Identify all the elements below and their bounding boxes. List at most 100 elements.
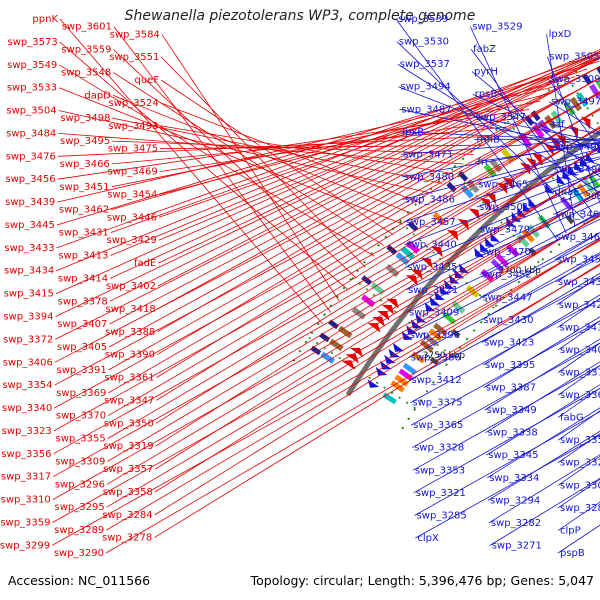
label-connector [486, 384, 600, 456]
gene-label-fabG: fabG [560, 413, 584, 424]
gene-label-swp_3435: swp_3435 [407, 262, 457, 273]
label-connector [547, 78, 600, 150]
gene-label-swp_3407: swp_3407 [57, 319, 107, 330]
gene-label-swp_3493: swp_3493 [108, 121, 158, 132]
forward-gene [381, 304, 395, 315]
label-connector [552, 173, 600, 193]
gene-label-swp_3282: swp_3282 [491, 518, 541, 529]
gene-label-swp_3475: swp_3475 [108, 144, 158, 155]
gene-label-swp_3601: swp_3601 [62, 22, 112, 33]
label-connector [411, 342, 600, 449]
gene-label-swp_3486: swp_3486 [405, 195, 455, 206]
gene-label-swp_3470: swp_3470 [481, 247, 531, 258]
reverse-gene [388, 348, 400, 358]
gene-label-swp_3304: swp_3304 [560, 480, 600, 491]
label-connector [398, 86, 600, 166]
cog-block [398, 368, 413, 381]
gene-label-swp_3539: swp_3539 [398, 14, 448, 25]
cog-block [576, 92, 589, 107]
reverse-gene [490, 232, 500, 242]
gene-label-pyrH: pyrH [474, 67, 498, 78]
gene-label-swp_3350: swp_3350 [104, 418, 154, 429]
label-connector [410, 298, 600, 403]
gene-label-frr: frr [477, 157, 489, 168]
label-connector [58, 133, 464, 165]
label-connector [109, 52, 600, 279]
feature-block [361, 275, 372, 286]
label-connector [156, 107, 600, 378]
label-connector [53, 127, 600, 432]
gene-label-swp_3463: swp_3463 [556, 232, 600, 243]
gene-label-swp_3559: swp_3559 [61, 45, 111, 56]
gene-label-swp_3409: swp_3409 [409, 307, 459, 318]
page-title: Shewanella piezotolerans WP3, complete g… [124, 8, 476, 24]
gene-label-swp_3359: swp_3359 [0, 518, 50, 529]
forward-gene [556, 134, 566, 147]
reverse-gene [429, 296, 441, 306]
gene-label-swp_3328: swp_3328 [414, 443, 464, 454]
label-connector [155, 190, 600, 470]
gene-label-swp_3432: swp_3432 [558, 277, 600, 288]
reverse-gene [459, 263, 470, 274]
cog-block [432, 212, 447, 226]
gene-label-fadE: fadE [134, 258, 156, 269]
gene-label-swp_3309: swp_3309 [55, 457, 105, 468]
label-connector [406, 218, 600, 313]
feature-block [582, 74, 593, 86]
cog-block [351, 306, 367, 320]
gene-label-swp_3413: swp_3413 [58, 251, 108, 262]
label-connector [156, 125, 600, 401]
reverse-gene [449, 274, 460, 284]
gene-label-dnaE: dnaE [555, 187, 580, 198]
gene-label-swp_3320: swp_3320 [560, 458, 600, 469]
gene-label-swp_3372: swp_3372 [3, 334, 53, 345]
gene-label-swp_3390: swp_3390 [105, 350, 155, 361]
gene-label-swp_3524: swp_3524 [109, 98, 159, 109]
label-connector [51, 240, 600, 546]
feature-block [457, 171, 469, 182]
gene-label-swp_3537: swp_3537 [400, 59, 450, 70]
label-connector [157, 58, 600, 287]
label-connector [107, 168, 600, 462]
label-connector [480, 232, 600, 298]
forward-gene [367, 323, 381, 333]
gene-label-rpsB: rpsB [475, 89, 498, 100]
cog-block [571, 187, 584, 202]
label-connector [482, 294, 600, 366]
gene-label-swp_3501: swp_3501 [479, 202, 529, 213]
gene-label-swp_3462: swp_3462 [59, 205, 109, 216]
gene-label-swp_3490: swp_3490 [553, 142, 600, 153]
gene-label-swp_3295: swp_3295 [55, 502, 105, 513]
gene-label-swp_3414: swp_3414 [58, 273, 108, 284]
left-label-connectors [51, 18, 600, 554]
label-connector [408, 257, 600, 358]
label-connector [56, 49, 600, 272]
gene-label-swp_3285: swp_3285 [417, 510, 467, 521]
reverse-gene [528, 197, 538, 208]
gene-label-swp_3548: swp_3548 [61, 67, 111, 78]
gene-label-swp_3417: swp_3417 [560, 322, 600, 333]
label-connector [405, 201, 600, 291]
reverse-gene [375, 366, 388, 376]
gene-label-swp_3321: swp_3321 [416, 488, 466, 499]
gene-label-swp_3445: swp_3445 [5, 220, 55, 231]
label-connector [404, 170, 600, 245]
gene-label-swp_3451: swp_3451 [59, 182, 109, 193]
gene-label-pspB: pspB [560, 548, 585, 559]
gene-label-swp_3469: swp_3469 [108, 167, 158, 178]
forward-gene [405, 275, 418, 286]
gene-label-swp_3453: swp_3453 [557, 255, 600, 266]
label-connector [107, 147, 600, 439]
gene-label-swp_3347: swp_3347 [104, 395, 154, 406]
label-connector [57, 135, 496, 157]
cog-block [544, 114, 557, 130]
forward-gene [431, 246, 443, 258]
gene-label-swp_3457: swp_3457 [406, 217, 456, 228]
genome-summary: Topology: circular; Length: 5,396,476 bp… [250, 573, 594, 588]
label-connector [54, 109, 600, 409]
label-connector [409, 277, 600, 381]
label-connector [481, 272, 600, 343]
label-connector [159, 117, 518, 172]
cog-block [442, 311, 457, 325]
reverse-gene [484, 237, 495, 248]
